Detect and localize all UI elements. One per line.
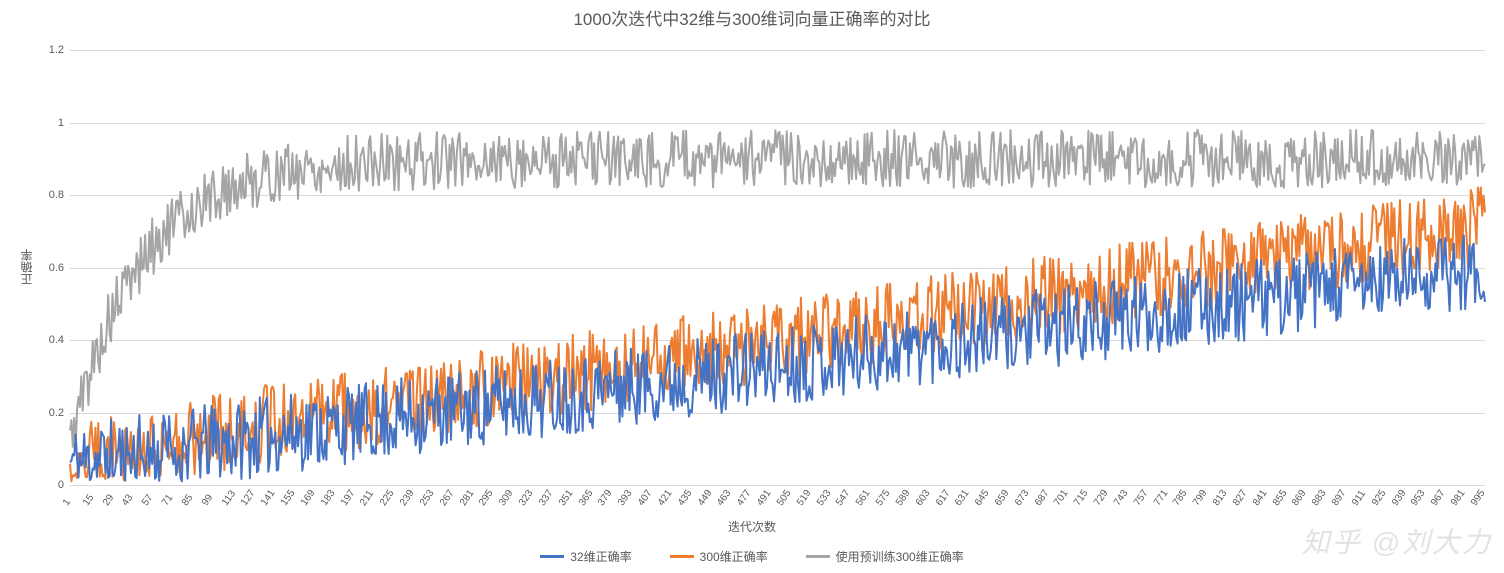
x-tick-label: 855 xyxy=(1271,488,1290,508)
legend-label-300: 300维正确率 xyxy=(700,548,768,565)
y-tick-label: 0.2 xyxy=(14,407,64,419)
gridline xyxy=(70,485,1485,486)
x-tick-label: 407 xyxy=(636,488,655,508)
x-tick-label: 701 xyxy=(1052,488,1071,508)
x-tick-label: 785 xyxy=(1171,488,1190,508)
x-tick-label: 71 xyxy=(160,493,175,508)
legend-item-300: 300维正确率 xyxy=(670,548,768,565)
legend: 32维正确率 300维正确率 使用预训练300维正确率 xyxy=(0,548,1504,565)
x-tick-label: 743 xyxy=(1112,488,1131,508)
chart-title: 1000次迭代中32维与300维词向量正确率的对比 xyxy=(0,5,1504,30)
x-tick-label: 113 xyxy=(220,489,238,508)
x-tick-label: 813 xyxy=(1211,488,1230,508)
x-tick-label: 197 xyxy=(339,488,358,508)
x-tick-label: 673 xyxy=(1013,488,1032,508)
x-tick-label: 659 xyxy=(993,488,1012,508)
x-tick-label: 169 xyxy=(299,488,318,508)
x-tick-label: 771 xyxy=(1152,488,1171,508)
x-tick-label: 1 xyxy=(61,497,73,508)
y-tick-label: 0.8 xyxy=(14,189,64,201)
x-tick-label: 477 xyxy=(735,488,754,508)
y-tick-label: 0 xyxy=(14,479,64,491)
x-tick-label: 225 xyxy=(378,488,397,508)
x-tick-label: 253 xyxy=(418,488,437,508)
x-tick-label: 491 xyxy=(755,488,774,508)
x-tick-label: 967 xyxy=(1429,488,1448,508)
x-tick-label: 687 xyxy=(1033,488,1052,508)
x-tick-label: 827 xyxy=(1231,488,1250,508)
x-tick-label: 603 xyxy=(914,488,933,508)
x-tick-label: 57 xyxy=(140,493,155,508)
x-tick-label: 953 xyxy=(1409,488,1428,508)
x-tick-label: 435 xyxy=(676,488,695,508)
x-tick-label: 85 xyxy=(180,493,195,508)
x-tick-label: 463 xyxy=(715,488,734,508)
x-tick-label: 449 xyxy=(696,488,715,508)
x-tick-label: 631 xyxy=(953,488,972,508)
y-tick-label: 1 xyxy=(14,117,64,129)
x-tick-label: 43 xyxy=(120,493,135,508)
y-tick-label: 1.2 xyxy=(14,44,64,56)
x-tick-label: 519 xyxy=(795,488,814,508)
x-tick-label: 29 xyxy=(101,493,116,508)
x-tick-label: 127 xyxy=(239,488,258,508)
x-tick-label: 533 xyxy=(815,488,834,508)
x-tick-label: 15 xyxy=(81,493,96,508)
series-line-s32 xyxy=(70,236,1485,482)
line-series-svg xyxy=(70,50,1485,485)
x-tick-label: 351 xyxy=(557,488,576,508)
legend-swatch-32 xyxy=(540,555,564,558)
x-tick-label: 295 xyxy=(477,488,496,508)
x-tick-label: 337 xyxy=(537,488,556,508)
x-tick-label: 505 xyxy=(775,488,794,508)
x-tick-label: 645 xyxy=(973,488,992,508)
x-tick-label: 841 xyxy=(1251,488,1270,508)
x-tick-label: 281 xyxy=(458,488,477,508)
legend-label-32: 32维正确率 xyxy=(570,548,631,565)
x-tick-label: 925 xyxy=(1370,488,1389,508)
x-tick-label: 869 xyxy=(1290,488,1309,508)
legend-item-32: 32维正确率 xyxy=(540,548,631,565)
x-tick-label: 995 xyxy=(1469,488,1488,508)
x-tick-label: 729 xyxy=(1092,488,1111,508)
x-tick-label: 561 xyxy=(854,488,873,508)
legend-label-pretrained: 使用预训练300维正确率 xyxy=(836,548,964,565)
x-tick-label: 421 xyxy=(656,488,675,508)
x-tick-label: 211 xyxy=(358,489,376,508)
x-tick-label: 323 xyxy=(517,488,536,508)
y-tick-label: 0.4 xyxy=(14,334,64,346)
x-tick-label: 309 xyxy=(497,488,516,508)
x-tick-label: 799 xyxy=(1191,488,1210,508)
x-tick-label: 617 xyxy=(933,488,952,508)
x-tick-label: 589 xyxy=(894,488,913,508)
x-tick-label: 239 xyxy=(398,488,417,508)
chart-container: 1000次迭代中32维与300维词向量正确率的对比 正确率 00.20.40.6… xyxy=(0,0,1504,573)
x-tick-label: 365 xyxy=(577,488,596,508)
x-tick-label: 141 xyxy=(259,488,278,508)
x-tick-label: 757 xyxy=(1132,488,1151,508)
y-tick-label: 0.6 xyxy=(14,262,64,274)
x-tick-label: 715 xyxy=(1072,488,1091,508)
x-tick-label: 393 xyxy=(616,488,635,508)
x-tick-label: 547 xyxy=(834,488,853,508)
x-tick-label: 183 xyxy=(319,488,338,508)
legend-swatch-300 xyxy=(670,555,694,558)
x-tick-label: 99 xyxy=(200,493,215,508)
x-axis-title: 迭代次数 xyxy=(0,518,1504,535)
x-tick-label: 911 xyxy=(1350,489,1368,508)
x-tick-label: 897 xyxy=(1330,488,1349,508)
x-tick-label: 939 xyxy=(1390,488,1409,508)
x-tick-label: 267 xyxy=(438,488,457,508)
legend-swatch-pretrained xyxy=(806,555,830,558)
plot-area xyxy=(70,50,1485,485)
x-tick-label: 575 xyxy=(874,488,893,508)
x-tick-label: 155 xyxy=(279,488,298,508)
x-tick-label: 883 xyxy=(1310,488,1329,508)
x-tick-label: 981 xyxy=(1449,488,1468,508)
x-tick-label: 379 xyxy=(596,488,615,508)
legend-item-pretrained: 使用预训练300维正确率 xyxy=(806,548,964,565)
